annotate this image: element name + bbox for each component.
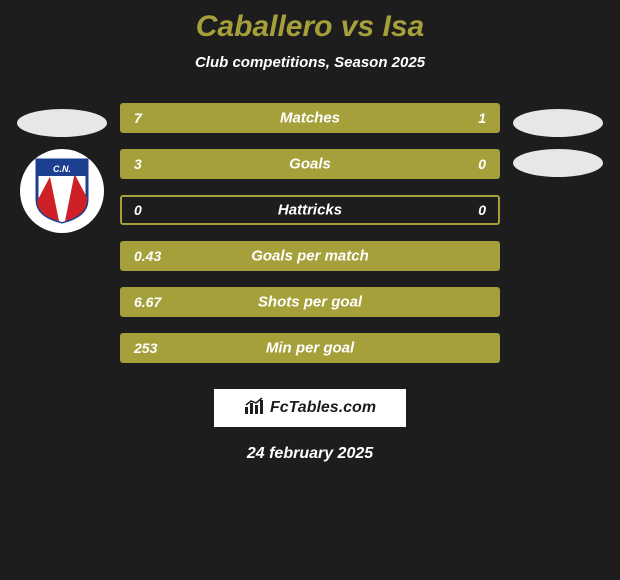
bar-label: Shots per goal — [258, 294, 362, 311]
bar-value-left: 253 — [134, 340, 157, 356]
stat-bar-0: 7 Matches 1 — [120, 103, 500, 133]
bar-value-left: 0.43 — [134, 248, 161, 264]
bar-value-left: 3 — [134, 156, 142, 172]
title-player-left: Caballero — [196, 10, 333, 43]
right-ellipse-2 — [513, 149, 603, 177]
content-row: C.N. 7 Matches 1 3 Goals 0 0 Hattricks 0 0.43 Goal… — [0, 103, 620, 363]
bar-value-left: 7 — [134, 110, 142, 126]
title-player-right: Isa — [383, 10, 425, 43]
bar-label: Matches — [280, 110, 340, 127]
brand-box: FcTables.com — [210, 385, 410, 431]
right-side-col — [508, 103, 608, 177]
bar-fill-left — [122, 105, 400, 131]
bar-value-left: 6.67 — [134, 294, 161, 310]
club-badge: C.N. — [20, 149, 104, 233]
title-vs: vs — [332, 10, 382, 43]
stat-bar-5: 253 Min per goal — [120, 333, 500, 363]
bar-value-right: 1 — [478, 110, 486, 126]
stat-bar-1: 3 Goals 0 — [120, 149, 500, 179]
bar-value-right: 0 — [478, 202, 486, 218]
bar-label: Goals per match — [251, 248, 369, 265]
shield-icon: C.N. — [33, 158, 91, 224]
left-side-col: C.N. — [12, 103, 112, 233]
right-ellipse-1 — [513, 109, 603, 137]
bar-label: Hattricks — [278, 202, 342, 219]
stat-bar-2: 0 Hattricks 0 — [120, 195, 500, 225]
stat-bar-3: 0.43 Goals per match — [120, 241, 500, 271]
bar-label: Goals — [289, 156, 331, 173]
page-title: Caballero vs Isa — [0, 10, 620, 44]
stat-bar-4: 6.67 Shots per goal — [120, 287, 500, 317]
bar-value-left: 0 — [134, 202, 142, 218]
infographic-container: Caballero vs Isa Club competitions, Seas… — [0, 0, 620, 580]
bar-value-right: 0 — [478, 156, 486, 172]
brand-text: FcTables.com — [270, 399, 376, 417]
footer-date: 24 february 2025 — [0, 445, 620, 463]
left-ellipse-1 — [17, 109, 107, 137]
bar-label: Min per goal — [266, 340, 354, 357]
badge-initials: C.N. — [53, 164, 71, 174]
subtitle: Club competitions, Season 2025 — [0, 54, 620, 71]
stat-bars: 7 Matches 1 3 Goals 0 0 Hattricks 0 0.43 Goals per… — [120, 103, 500, 363]
chart-icon — [244, 397, 264, 420]
